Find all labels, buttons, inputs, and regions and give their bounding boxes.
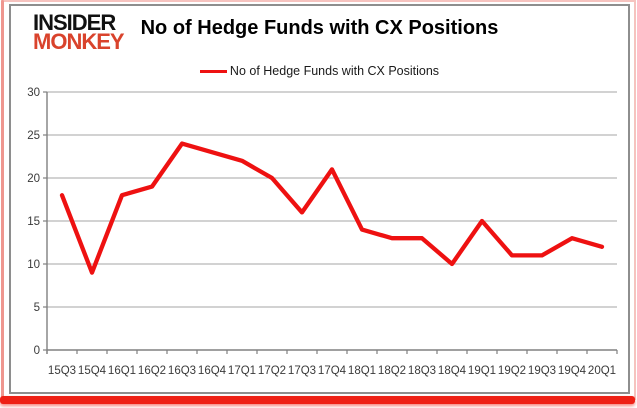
y-tick-label: 30	[27, 87, 40, 99]
x-tick-label: 18Q2	[378, 365, 406, 377]
data-series-line	[59, 141, 605, 275]
x-tick-label: 18Q1	[348, 365, 376, 377]
x-tick-label: 17Q3	[288, 365, 316, 377]
x-tick-label: 15Q4	[78, 365, 107, 377]
frame-edge-right	[634, 0, 636, 400]
x-tick-label: 15Q3	[48, 365, 76, 377]
line-chart: 0 5 10 15 20 25 30 15Q3 15Q4 16Q1 16Q2 16Q3 16Q4 17Q1…	[27, 87, 618, 377]
x-tick-label: 19Q1	[468, 365, 496, 377]
logo-line-monkey: MONKEY	[33, 29, 125, 55]
insider-monkey-logo: INSIDER MONKEY	[33, 10, 125, 55]
frame-edge-bottom	[0, 396, 635, 404]
y-tick-label: 25	[27, 130, 40, 142]
x-tick-label: 19Q3	[528, 365, 556, 377]
x-tick-label: 16Q4	[198, 365, 227, 377]
legend-line-swatch	[199, 69, 227, 73]
logo-line-insider: INSIDER	[33, 10, 116, 35]
legend-label: No of Hedge Funds with CX Positions	[229, 64, 440, 78]
x-tick-label: 18Q4	[438, 365, 467, 377]
frame-edge-left	[1, 0, 4, 400]
y-tick-label: 20	[27, 173, 40, 185]
y-tick-label: 5	[34, 302, 40, 314]
x-tick-label: 17Q1	[228, 365, 256, 377]
x-tick-label: 18Q3	[408, 365, 436, 377]
chart-title: No of Hedge Funds with CX Positions	[140, 17, 499, 39]
x-tick-label: 19Q4	[558, 365, 587, 377]
x-tick-label: 16Q3	[168, 365, 196, 377]
legend: No of Hedge Funds with CX Positions	[11, 64, 628, 78]
x-tick-label: 16Q1	[108, 365, 136, 377]
x-tick-label: 17Q4	[318, 365, 347, 377]
y-tick-label: 15	[27, 216, 40, 228]
y-tick-label: 10	[27, 259, 40, 271]
y-tick-label: 0	[34, 345, 40, 357]
x-tick-label: 20Q1	[588, 365, 616, 377]
chart-panel: INSIDER MONKEY No of Hedge Funds with CX…	[9, 4, 630, 394]
x-tick-label: 19Q2	[498, 365, 526, 377]
x-tick-label: 17Q2	[258, 365, 286, 377]
frame-edge-top	[1, 0, 636, 2]
x-tick-label: 16Q2	[138, 365, 166, 377]
